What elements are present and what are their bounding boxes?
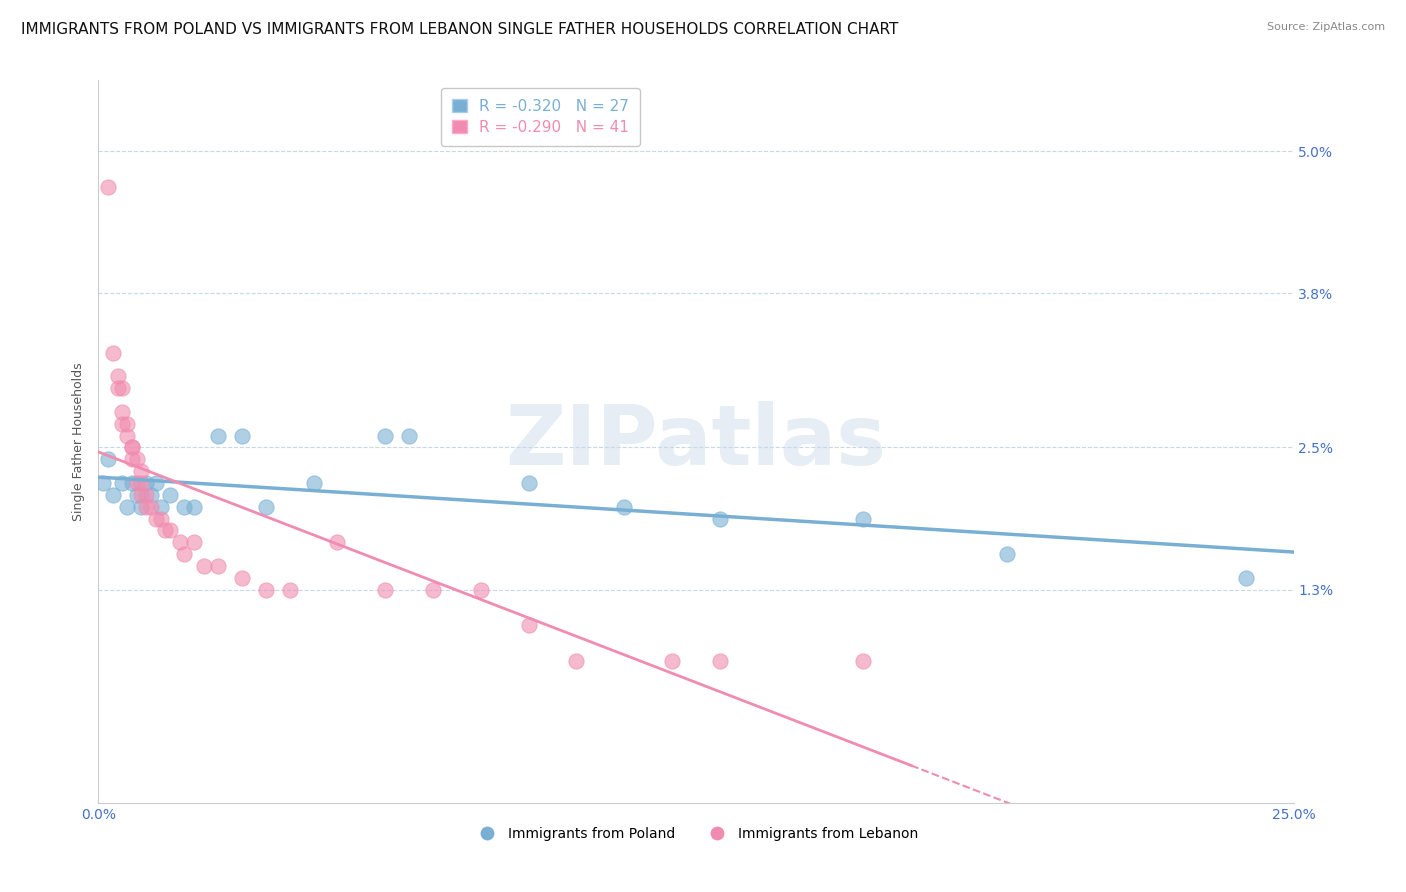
Point bbox=[278, 582, 301, 597]
Point bbox=[131, 464, 153, 478]
Point bbox=[149, 511, 172, 525]
Point bbox=[135, 475, 157, 490]
Point bbox=[302, 475, 325, 490]
Point bbox=[111, 475, 134, 490]
Point bbox=[155, 524, 177, 538]
Point bbox=[91, 475, 114, 490]
Point bbox=[115, 428, 138, 442]
Point bbox=[326, 535, 349, 549]
Point bbox=[111, 405, 134, 419]
Point bbox=[139, 488, 162, 502]
Point bbox=[135, 500, 157, 514]
Text: IMMIGRANTS FROM POLAND VS IMMIGRANTS FROM LEBANON SINGLE FATHER HOUSEHOLDS CORRE: IMMIGRANTS FROM POLAND VS IMMIGRANTS FRO… bbox=[21, 22, 898, 37]
Point bbox=[125, 475, 148, 490]
Point bbox=[517, 475, 540, 490]
Point bbox=[169, 535, 191, 549]
Point bbox=[470, 582, 492, 597]
Point bbox=[131, 488, 153, 502]
Point bbox=[183, 535, 205, 549]
Point bbox=[374, 428, 396, 442]
Point bbox=[97, 452, 120, 467]
Point bbox=[101, 345, 124, 359]
Legend: Immigrants from Poland, Immigrants from Lebanon: Immigrants from Poland, Immigrants from … bbox=[468, 822, 924, 847]
Point bbox=[207, 428, 229, 442]
Point bbox=[135, 488, 157, 502]
Point bbox=[995, 547, 1018, 561]
Point bbox=[398, 428, 420, 442]
Point bbox=[149, 500, 172, 514]
Text: ZIPatlas: ZIPatlas bbox=[506, 401, 886, 482]
Point bbox=[613, 500, 636, 514]
Point bbox=[111, 381, 134, 395]
Point bbox=[121, 441, 143, 455]
Point bbox=[374, 582, 396, 597]
Point bbox=[115, 417, 138, 431]
Point bbox=[1234, 571, 1257, 585]
Point bbox=[565, 654, 588, 668]
Text: Source: ZipAtlas.com: Source: ZipAtlas.com bbox=[1267, 22, 1385, 32]
Point bbox=[254, 582, 277, 597]
Point bbox=[101, 488, 124, 502]
Point bbox=[97, 180, 120, 194]
Point bbox=[121, 452, 143, 467]
Point bbox=[183, 500, 205, 514]
Point bbox=[254, 500, 277, 514]
Point bbox=[173, 500, 195, 514]
Point bbox=[145, 475, 167, 490]
Point bbox=[231, 428, 253, 442]
Point bbox=[111, 417, 134, 431]
Point bbox=[709, 654, 731, 668]
Point bbox=[115, 500, 138, 514]
Point bbox=[145, 511, 167, 525]
Point bbox=[125, 488, 148, 502]
Point bbox=[125, 452, 148, 467]
Point bbox=[131, 500, 153, 514]
Point bbox=[193, 558, 215, 573]
Point bbox=[107, 369, 129, 384]
Point bbox=[709, 511, 731, 525]
Point bbox=[159, 488, 181, 502]
Point bbox=[107, 381, 129, 395]
Point bbox=[121, 475, 143, 490]
Point bbox=[139, 500, 162, 514]
Point bbox=[517, 618, 540, 632]
Point bbox=[852, 654, 875, 668]
Point bbox=[231, 571, 253, 585]
Point bbox=[173, 547, 195, 561]
Y-axis label: Single Father Households: Single Father Households bbox=[72, 362, 86, 521]
Point bbox=[159, 524, 181, 538]
Point bbox=[131, 475, 153, 490]
Point bbox=[121, 441, 143, 455]
Point bbox=[422, 582, 444, 597]
Point bbox=[207, 558, 229, 573]
Point bbox=[661, 654, 683, 668]
Point bbox=[852, 511, 875, 525]
